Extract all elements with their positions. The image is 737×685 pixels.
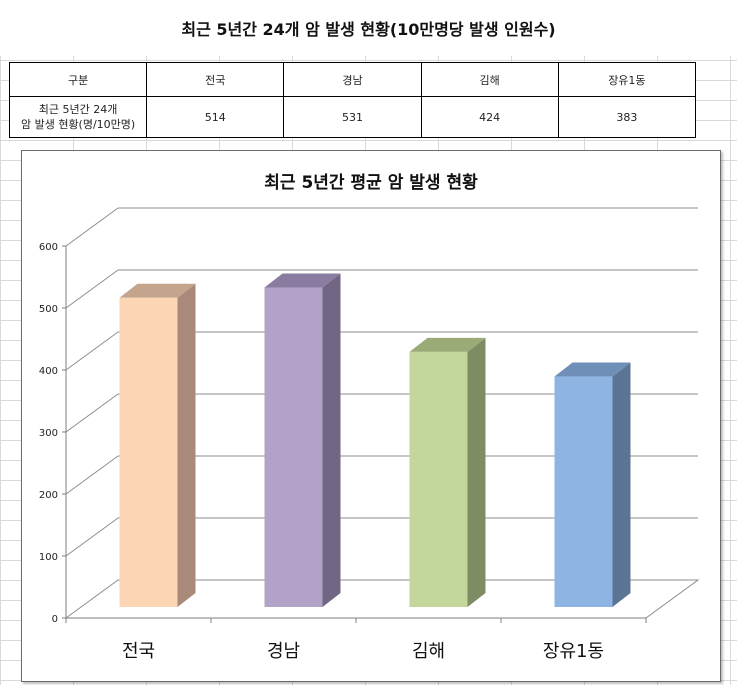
summary-row-label[interactable]: 최근 5년간 24개 암 발생 현황(명/10만명) [8, 96, 148, 138]
gridline-side [65, 455, 119, 495]
y-tick-label: 400 [39, 366, 58, 377]
summary-header-cell[interactable]: 전국 [146, 62, 285, 97]
bar-top-1[interactable] [264, 273, 341, 288]
bar-top-3[interactable] [554, 362, 631, 377]
summary-value-cell[interactable]: 424 [420, 96, 559, 138]
x-tick-label: 경남 [267, 641, 300, 662]
y-tick-label: 100 [39, 552, 58, 563]
summary-row-label-line1: 최근 5년간 24개 [38, 103, 118, 116]
summary-value-cell[interactable]: 531 [283, 96, 422, 138]
bar-2[interactable] [409, 351, 468, 607]
chart-container[interactable]: 최근 5년간 평균 암 발생 현황 0 100 200 300 400 500 600 전국 경… [21, 150, 721, 682]
summary-value-cell[interactable]: 514 [146, 96, 285, 138]
summary-header-cell[interactable]: 경남 [283, 62, 422, 97]
y-tick-label: 300 [39, 428, 58, 439]
summary-value-cell[interactable]: 383 [557, 96, 697, 138]
y-tick-label: 500 [39, 304, 58, 315]
gridline-side [65, 207, 119, 247]
x-tick-label: 김해 [412, 641, 445, 662]
bar-side-3[interactable] [612, 362, 631, 607]
x-tick-label: 전국 [122, 641, 155, 662]
chart-title: 최근 5년간 평균 암 발생 현황 [264, 173, 478, 193]
summary-header-cell[interactable]: 구분 [8, 62, 148, 97]
gridline-side [65, 331, 119, 371]
bar-side-0[interactable] [177, 283, 196, 607]
summary-header-cell[interactable]: 김해 [420, 62, 559, 97]
summary-data-row: 최근 5년간 24개 암 발생 현황(명/10만명) 514 531 424 3… [8, 96, 697, 138]
summary-header-row: 구분 전국 경남 김해 장유1동 [8, 62, 697, 97]
summary-table: 구분 전국 경남 김해 장유1동 최근 5년간 24개 암 발생 현황(명/10… [8, 62, 697, 138]
y-tick-label: 200 [39, 490, 58, 501]
bar-0[interactable] [119, 297, 178, 607]
sheet-title-text: 최근 5년간 24개 암 발생 현황(10만명당 발생 인원수) [181, 20, 556, 39]
gridline-side [65, 517, 119, 557]
summary-row-label-line2: 암 발생 현황(명/10만명) [20, 118, 136, 131]
summary-header-cell[interactable]: 장유1동 [557, 62, 697, 97]
gridline-side [65, 393, 119, 433]
bar-top-2[interactable] [409, 337, 486, 352]
gridline-side [65, 269, 119, 309]
sheet-title: 최근 5년간 24개 암 발생 현황(10만명당 발생 인원수) [0, 0, 737, 56]
y-tick-label: 0 [52, 614, 58, 625]
bar-1[interactable] [264, 287, 323, 607]
bar-3[interactable] [554, 376, 613, 607]
bar-side-1[interactable] [322, 273, 341, 607]
y-tick-label: 600 [39, 242, 58, 253]
bar-top-0[interactable] [119, 283, 196, 298]
bar-side-2[interactable] [467, 337, 486, 607]
x-tick-label: 장유1동 [543, 641, 604, 662]
bar-chart: 최근 5년간 평균 암 발생 현황 0 100 200 300 400 500 600 전국 경… [39, 173, 700, 662]
